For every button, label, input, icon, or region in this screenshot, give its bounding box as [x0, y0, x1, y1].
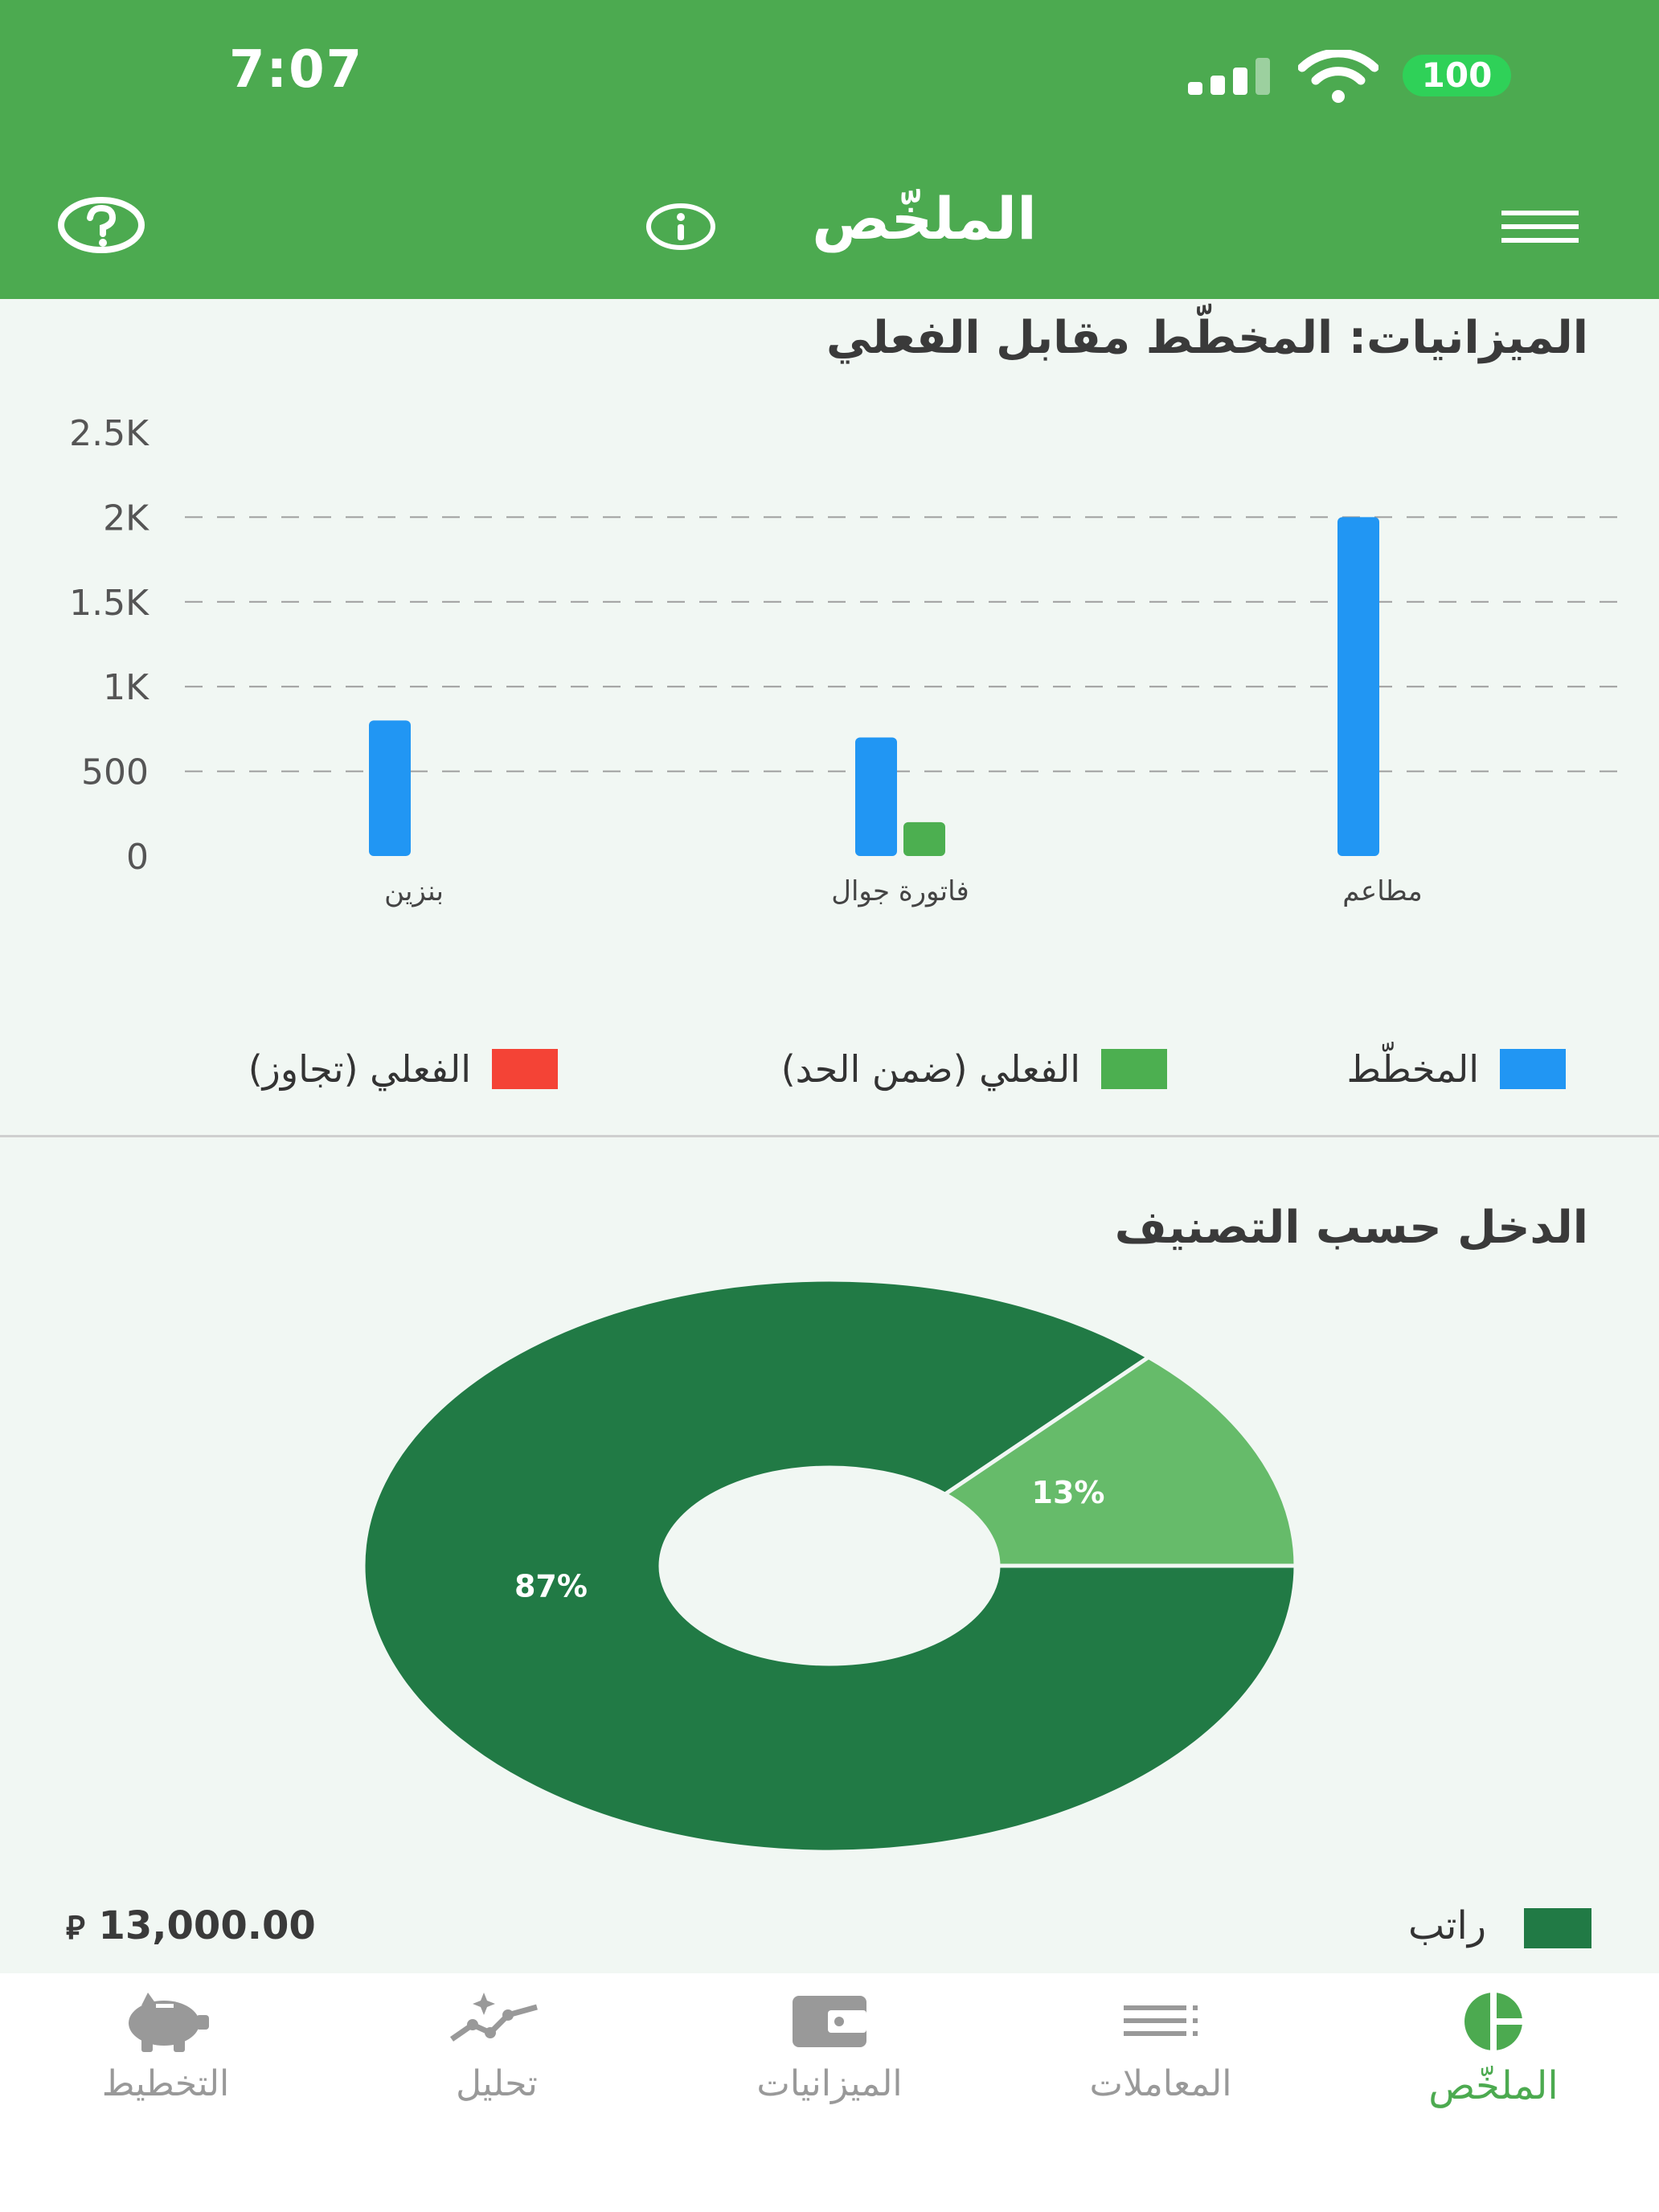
budget-section-title: الميزانيات: المخطّط مقابل الفعلي — [825, 312, 1588, 364]
y-tick-label: 500 — [81, 752, 149, 793]
tab-label: تحليل — [456, 2063, 538, 2104]
y-tick-label: 2K — [103, 498, 150, 539]
x-tick-label: فاتورة جوال — [831, 875, 969, 907]
y-tick-label: 2.5K — [69, 413, 150, 454]
legend-item-planned: المخطّط — [1347, 1045, 1566, 1093]
legend-item-actual-within: الفعلي (ضمن الحد) — [781, 1045, 1167, 1093]
budget-bar-chart: 0 500 1K 1.5K 2K 2.5K بنزين فاتورة جوال مطاعم — [69, 413, 1632, 907]
info-icon[interactable] — [645, 203, 717, 251]
piggy-bank-icon — [129, 1993, 209, 2052]
legend-label-salary: راتب — [1407, 1903, 1486, 1948]
tab-analysis[interactable]: تحليل — [376, 1989, 617, 2150]
bar[interactable] — [369, 720, 411, 856]
legend-label-actual-over: الفعلي (تجاوز) — [248, 1047, 471, 1091]
income-donut-chart: 87% 13% — [361, 1277, 1298, 1854]
bar[interactable] — [1337, 517, 1379, 856]
legend-label-planned: المخطّط — [1346, 1047, 1479, 1091]
y-tick-label: 1.5K — [69, 583, 150, 624]
tab-planning[interactable]: التخطيط — [45, 1989, 286, 2150]
income-section-title: الدخل حسب التصنيف — [1114, 1202, 1588, 1254]
pie-slice[interactable] — [361, 1277, 1298, 1854]
status-time: 7:07 — [229, 40, 364, 100]
pie-slice-label: 13% — [1032, 1475, 1105, 1510]
legend-label-actual-within: الفعلي (ضمن الحد) — [780, 1047, 1080, 1091]
legend-swatch-planned — [1500, 1049, 1566, 1089]
wifi-icon — [1298, 50, 1378, 103]
riyal-icon: ⃁ — [66, 1910, 85, 1947]
cellular-signal-icon — [1188, 58, 1270, 95]
tab-summary[interactable]: الملخّص — [1373, 1989, 1614, 2150]
income-amount: ⃁ 13,000.00 — [66, 1903, 316, 1948]
tab-budgets[interactable]: الميزانيات — [709, 1989, 950, 2150]
pie-slice-label: 87% — [514, 1569, 588, 1604]
y-tick-label: 1K — [103, 667, 150, 708]
page-title: الملخّص — [812, 185, 1037, 252]
section-divider — [0, 1135, 1659, 1137]
pie-slice[interactable] — [940, 1354, 1298, 1568]
tab-transactions[interactable]: المعاملات — [1040, 1989, 1281, 2150]
y-tick-label: 0 — [126, 837, 149, 878]
menu-icon[interactable] — [1501, 211, 1579, 243]
pie-chart-icon — [1464, 1989, 1542, 2054]
tab-label: الملخّص — [1428, 2063, 1559, 2108]
tab-label: الميزانيات — [756, 2063, 903, 2104]
battery-indicator: 100 — [1403, 55, 1511, 96]
top-bar: 7:07 100 الملخّص — [0, 0, 1659, 299]
income-amount-value: 13,000.00 — [98, 1903, 316, 1948]
x-tick-label: بنزين — [384, 875, 444, 907]
legend-item-actual-over: الفعلي (تجاوز) — [248, 1045, 558, 1093]
help-circle-icon[interactable] — [58, 197, 145, 253]
list-icon — [1124, 2005, 1198, 2036]
tab-label: التخطيط — [101, 2063, 230, 2104]
bar[interactable] — [855, 737, 897, 856]
trend-line-icon — [450, 1993, 538, 2042]
bottom-tab-bar: الملخّص المعاملات الميزانيات — [0, 1973, 1659, 2212]
legend-swatch-actual-within — [1101, 1049, 1167, 1089]
wallet-icon — [793, 1996, 866, 2047]
legend-swatch-actual-over — [492, 1049, 558, 1089]
tab-label: المعاملات — [1089, 2063, 1232, 2104]
legend-swatch-salary — [1524, 1908, 1591, 1948]
x-tick-label: مطاعم — [1342, 875, 1422, 907]
bar[interactable] — [903, 821, 945, 856]
